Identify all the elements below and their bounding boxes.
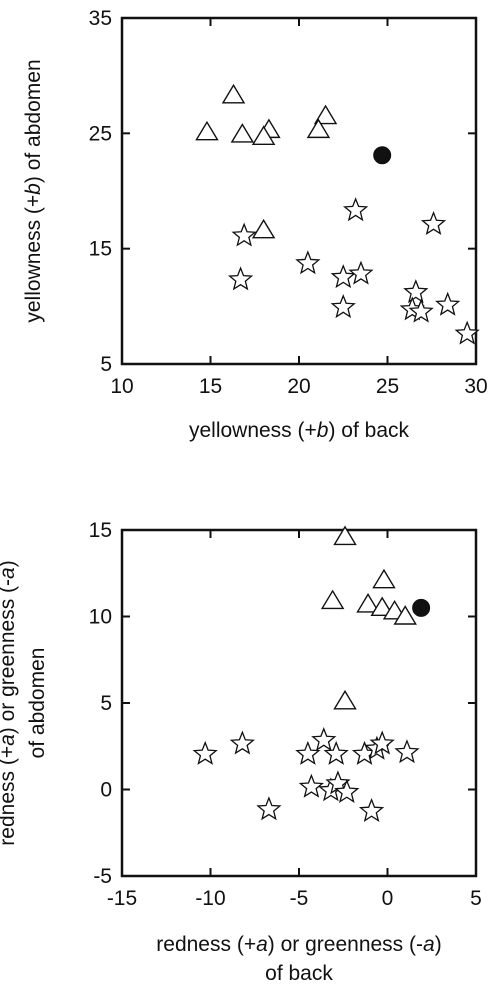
- chart-1-star-point: [295, 250, 321, 275]
- chart-1-star-point: [420, 211, 447, 236]
- chart-1-filled-circle-point: [373, 146, 392, 165]
- chart-2-star-point: [369, 730, 395, 755]
- chart-2-filled-circle-point: [412, 598, 431, 617]
- chart-1-star-point: [343, 197, 369, 222]
- chart-2-y-tick-label: 10: [89, 606, 112, 629]
- chart-2-triangle-point: [333, 525, 357, 546]
- chart-1-x-axis-label: yellowness (+b) of back: [189, 419, 410, 442]
- chart-2-x-tick-label: 0: [382, 887, 394, 910]
- chart-2-star-point: [394, 739, 420, 764]
- chart-2-star-point: [229, 730, 255, 755]
- chart-1-triangle-point: [313, 104, 338, 125]
- chart-2-y-axis-label-line2: of abdomen: [26, 648, 49, 759]
- chart-2-triangle-point: [393, 605, 417, 625]
- chart-1-triangle-point: [221, 83, 246, 104]
- chart-2-y-axis-label-line1: redness (+a) or greenness (-a): [0, 560, 19, 845]
- chart-1-x-tick-label: 30: [464, 375, 487, 398]
- chart-2-x-axis-label-line2: of back: [265, 962, 333, 985]
- chart-1-star-point: [454, 320, 480, 345]
- chart-2-triangle-point: [320, 589, 345, 610]
- chart-1-star-point: [330, 294, 356, 319]
- chart-1-star-point: [348, 260, 374, 285]
- chart-2-triangle-point: [370, 596, 394, 617]
- chart-1-x-tick-label: 25: [376, 375, 399, 398]
- chart-2-x-axis-label-line1: redness (+a) or greenness (-a): [156, 933, 441, 956]
- chart-2-star-point: [311, 727, 337, 752]
- chart-2-x-tick-label: -10: [195, 887, 225, 910]
- chart-2-star-point: [358, 797, 385, 822]
- chart-2-star-point: [295, 740, 321, 765]
- chart-1-star-point: [403, 279, 429, 304]
- chart-1-x-tick-label: 15: [199, 375, 222, 398]
- chart-2-star-point: [192, 740, 218, 765]
- chart-1-y-tick-label: 25: [89, 122, 112, 145]
- chart-1-y-tick-label: 35: [89, 7, 112, 30]
- chart-1-y-tick-label: 5: [100, 353, 112, 376]
- chart-1-x-tick-label: 10: [110, 375, 133, 398]
- chart-1-triangle-point: [195, 120, 219, 141]
- chart-1-y-tick-label: 15: [89, 238, 112, 261]
- chart-2-star-point: [323, 740, 349, 765]
- chart-1-triangle-point: [251, 218, 276, 239]
- chart-1-star-point: [227, 266, 254, 291]
- chart-2-y-tick-label: 5: [100, 692, 112, 715]
- chart-1-x-tick-label: 20: [287, 375, 310, 398]
- chart-1-y-axis-label: yellowness (+b) of abdomen: [22, 59, 45, 322]
- chart-2-plot-frame: [120, 528, 478, 878]
- chart-1-triangle-point: [230, 123, 255, 143]
- chart-2-triangle-point: [356, 593, 380, 613]
- chart-2-triangle-point: [333, 689, 357, 710]
- chart-2-y-tick-label: -5: [93, 865, 112, 888]
- chart-2-triangle-point: [372, 568, 396, 589]
- chart-1-triangle-point: [251, 125, 276, 145]
- chart-2-y-tick-label: 0: [100, 779, 112, 802]
- chart-2-x-tick-label: -15: [107, 887, 137, 910]
- chart-2-star-point: [256, 796, 282, 821]
- chart-2-star-point: [334, 778, 360, 803]
- chart-1-star-point: [435, 291, 461, 316]
- chart-1-triangle-point: [306, 118, 331, 139]
- chart-2-x-tick-label: -5: [290, 887, 309, 910]
- chart-1-star-point: [330, 264, 356, 289]
- chart-2-x-tick-label: 5: [470, 887, 482, 910]
- chart-2-y-tick-label: 15: [89, 519, 112, 542]
- chart-2-star-point: [298, 773, 325, 798]
- chart-1-star-point: [231, 222, 257, 247]
- chart-1-star-point: [408, 298, 434, 323]
